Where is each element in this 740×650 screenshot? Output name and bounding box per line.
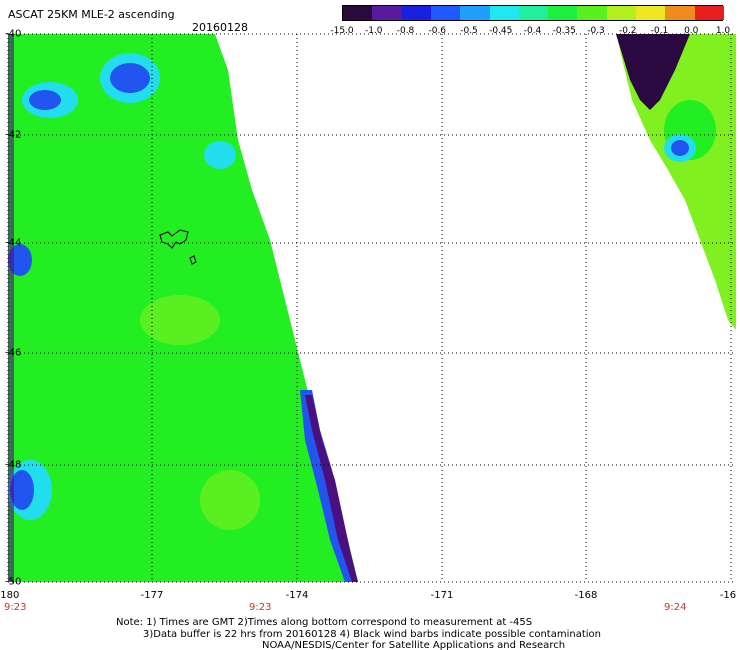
plot-date: 20160128	[192, 21, 248, 34]
swath-edge	[8, 34, 14, 582]
swath-patch	[110, 63, 150, 93]
time-label-right: 9:24	[664, 602, 687, 613]
latitude-tick-label: -48	[5, 459, 22, 471]
longitude-tick-label: -174	[285, 590, 309, 601]
colorbar-segment	[489, 6, 520, 20]
colorbar-segment	[518, 6, 549, 20]
colorbar-tick-label: -0.35	[552, 26, 576, 36]
colorbar-tick-label: -0.5	[460, 26, 478, 36]
longitude-tick-label: -171	[430, 590, 454, 601]
latitude-tick-label: -40	[5, 28, 22, 40]
plot-title: ASCAT 25KM MLE-2 ascending	[8, 8, 175, 21]
colorbar-segment	[577, 6, 608, 20]
colorbar-tick-label: -1.0	[364, 26, 383, 36]
swath-patch	[671, 140, 689, 156]
colorbar	[342, 5, 725, 21]
time-label-middle: 9:23	[249, 602, 272, 613]
colorbar-tick-label: -0.4	[523, 26, 542, 36]
time-label-left: 9:23	[4, 602, 27, 613]
colorbar-segment	[548, 6, 578, 20]
latitude-tick-label: -46	[5, 347, 22, 359]
latitude-tick-label: -42	[5, 129, 22, 141]
note-line-3: NOAA/NESDIS/Center for Satellite Applica…	[262, 640, 566, 650]
colorbar-tick-label: -0.2	[618, 26, 637, 36]
note-line-1: Note: 1) Times are GMT 2)Times along bot…	[116, 617, 533, 628]
swath-patch	[616, 34, 690, 110]
swath-patch	[204, 141, 236, 169]
swath-edge	[305, 395, 358, 582]
colorbar-tick-label: -15.0	[330, 26, 354, 36]
longitude-tick-label: -180	[0, 590, 20, 601]
island-outline	[159, 229, 197, 265]
swath-patch	[140, 295, 220, 345]
latitude-tick-label: -44	[5, 237, 22, 249]
colorbar-segment	[430, 6, 461, 20]
colorbar-segment	[636, 6, 666, 20]
longitude-tick-label: -168	[574, 590, 598, 601]
latitude-tick-label: -50	[5, 576, 22, 588]
colorbar-segment	[606, 6, 637, 20]
longitude-tick-label: -177	[140, 590, 164, 601]
colorbar-tick-label: -0.8	[396, 26, 415, 36]
swath-patch	[10, 470, 34, 510]
colorbar-tick-label: -0.1	[650, 26, 669, 36]
swath-patch	[200, 470, 260, 530]
note-line-2: 3)Data buffer is 22 hrs from 20160128 4)…	[143, 629, 601, 640]
colorbar-segment	[343, 6, 373, 20]
colorbar-tick-label: -0.3	[587, 26, 605, 36]
colorbar-tick-label: 1.0	[715, 26, 731, 36]
colorbar-segment	[460, 6, 491, 20]
colorbar-tick-label: -0.6	[428, 26, 447, 36]
longitude-tick-label: -16	[719, 590, 737, 601]
colorbar-segment	[694, 6, 725, 20]
colorbar-segment	[401, 6, 432, 20]
swath-patch	[29, 90, 61, 110]
colorbar-segment	[665, 6, 696, 20]
colorbar-segment	[372, 6, 403, 20]
colorbar-tick-label: 0.0	[684, 26, 699, 36]
colorbar-tick-label: -0.45	[489, 26, 513, 36]
